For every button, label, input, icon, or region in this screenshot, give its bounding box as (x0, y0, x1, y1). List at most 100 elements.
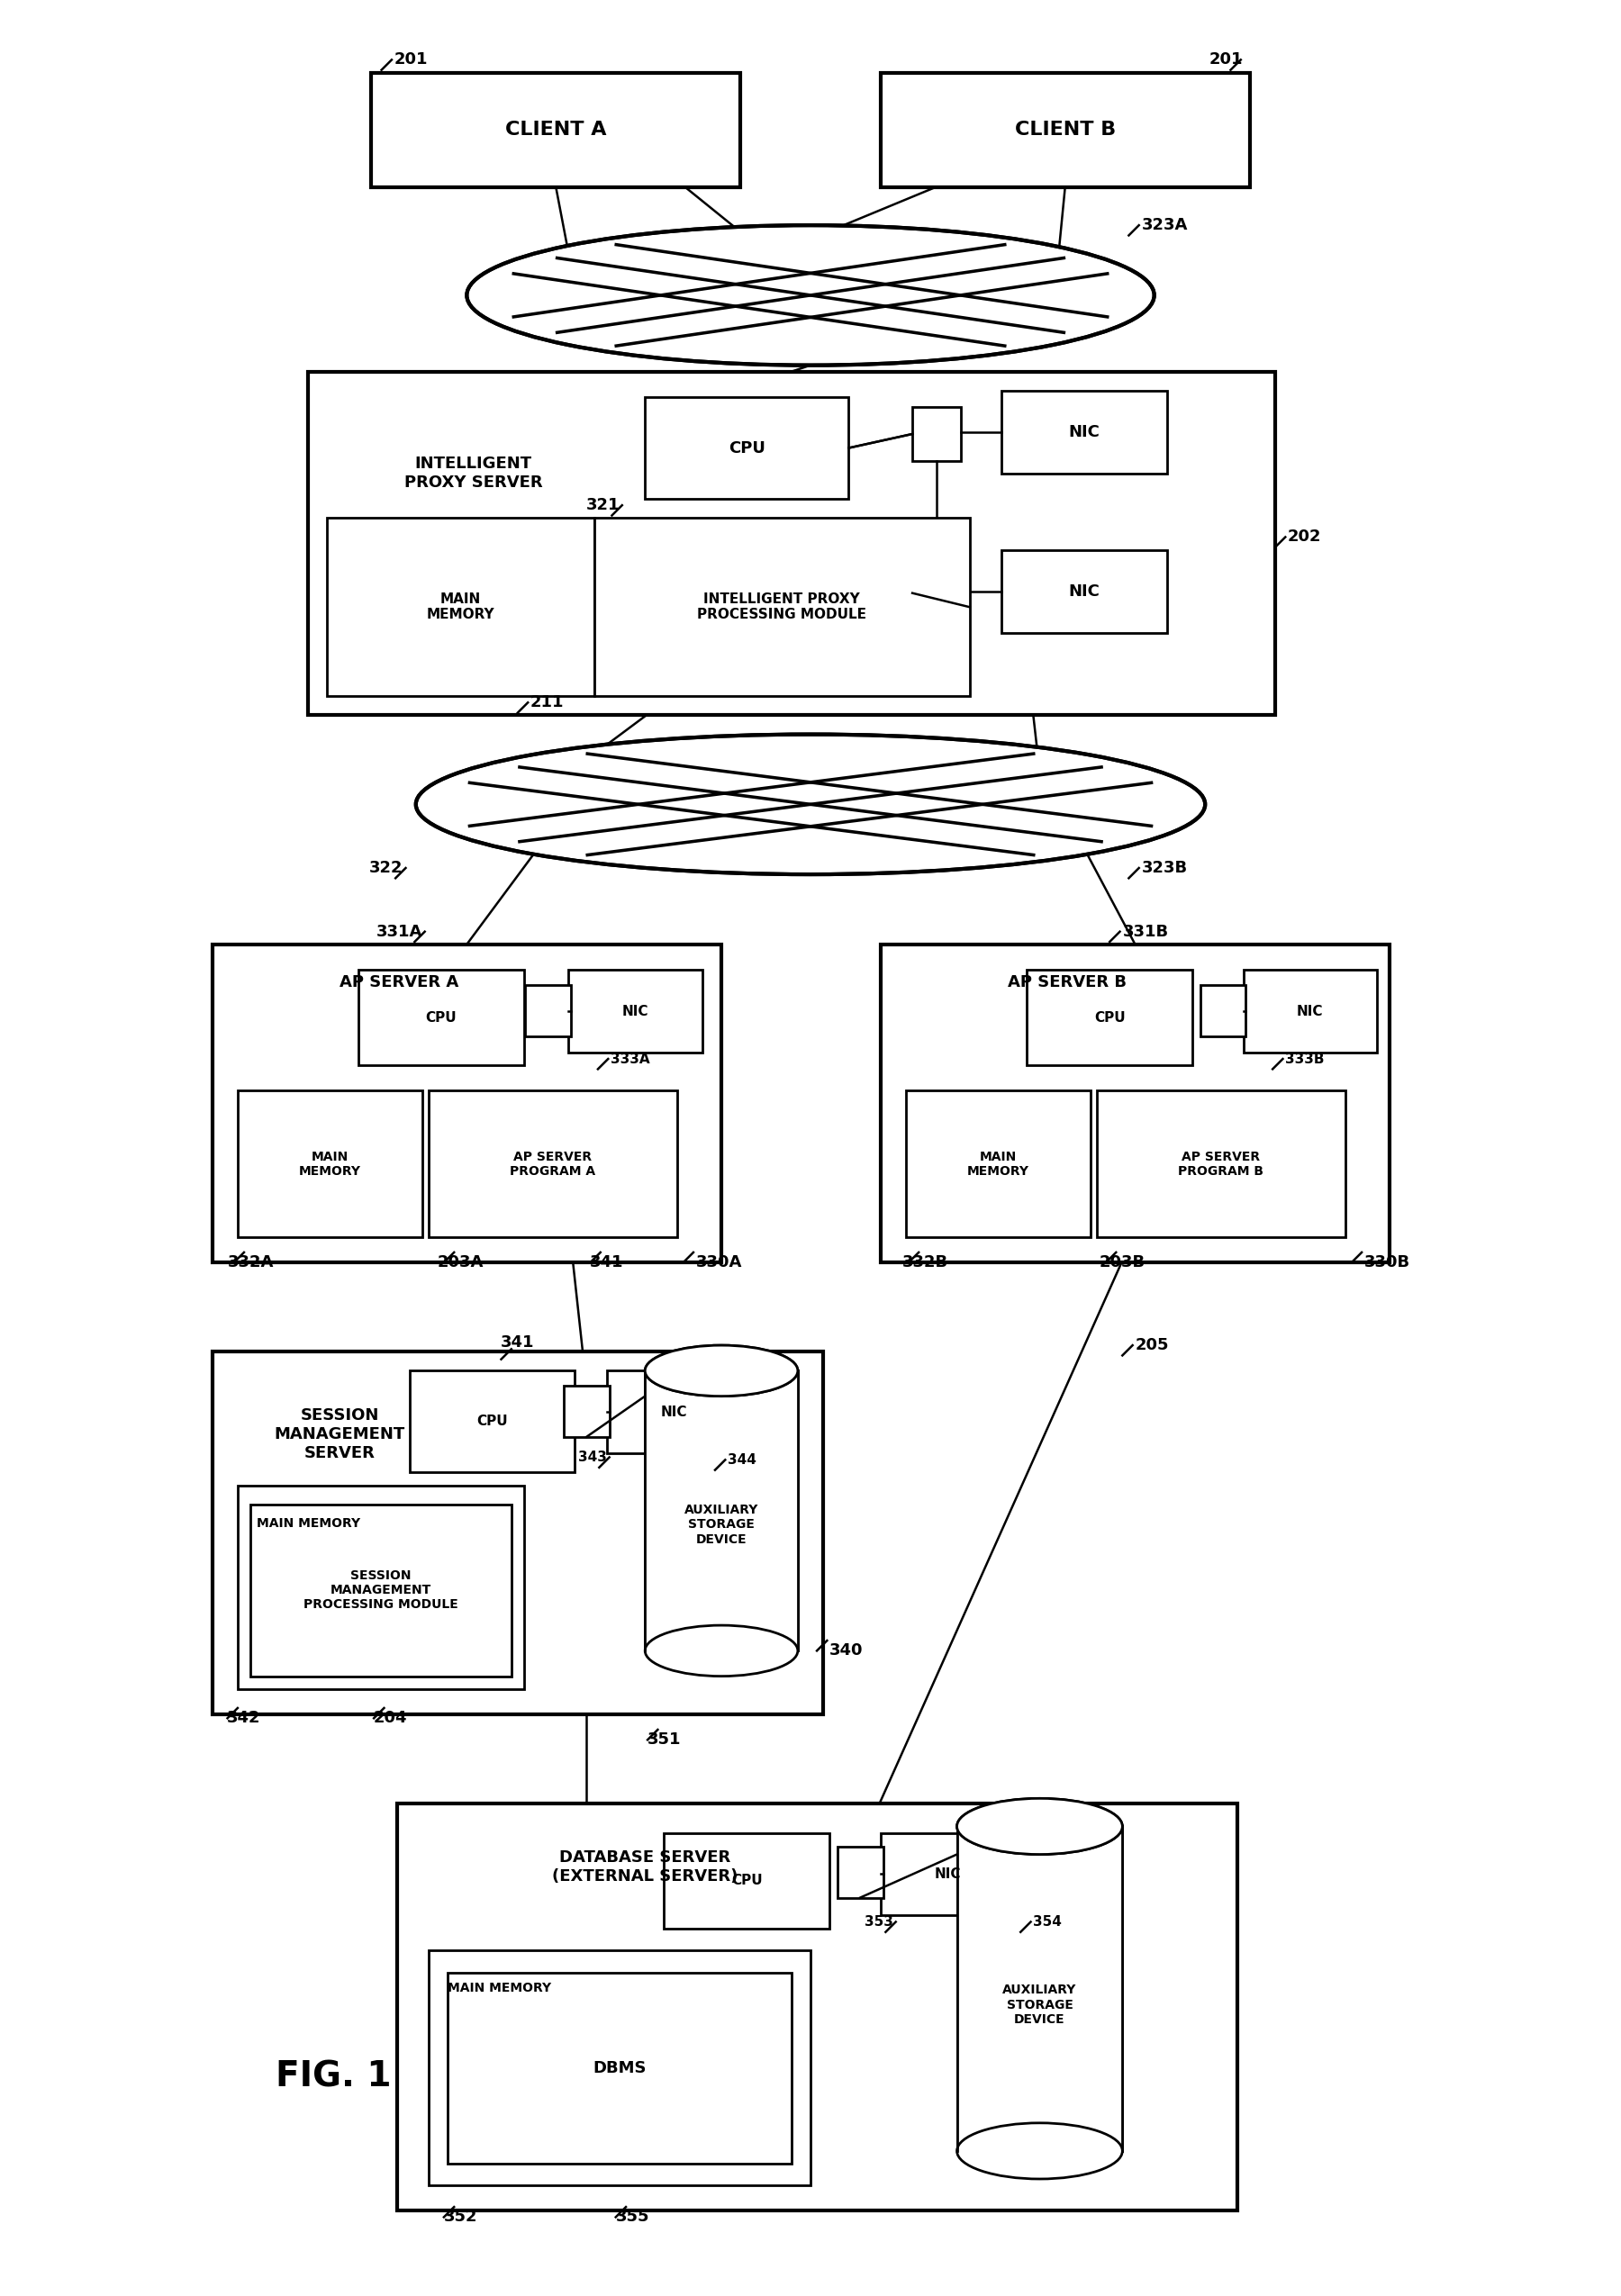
Text: 330B: 330B (1365, 1254, 1410, 1270)
Text: 201: 201 (1209, 53, 1243, 69)
Text: 202: 202 (1287, 528, 1321, 544)
Bar (327, 519, 593, 696)
Text: CPU: CPU (728, 441, 765, 457)
Text: 323A: 323A (1141, 218, 1188, 234)
Text: 332B: 332B (901, 1254, 948, 1270)
Ellipse shape (956, 2124, 1122, 2179)
Text: AUXILIARY
STORAGE
DEVICE: AUXILIARY STORAGE DEVICE (1002, 1984, 1076, 2025)
Text: MAIN
MEMORY: MAIN MEMORY (968, 1150, 1029, 1178)
Text: NIC: NIC (1297, 1003, 1323, 1017)
Bar (880, 944, 1389, 1263)
Text: 331B: 331B (1122, 923, 1169, 939)
Ellipse shape (645, 1626, 798, 1676)
Text: NIC: NIC (660, 1405, 687, 1419)
Text: AP SERVER
PROGRAM B: AP SERVER PROGRAM B (1178, 1150, 1264, 1178)
Text: FIG. 1: FIG. 1 (276, 2060, 392, 2094)
Bar (447, 1972, 791, 2163)
Text: CLIENT A: CLIENT A (506, 122, 606, 138)
Bar (1243, 969, 1376, 1052)
Text: 322: 322 (370, 861, 404, 877)
Text: 341: 341 (501, 1334, 535, 1350)
Text: 333A: 333A (611, 1052, 650, 1065)
Bar (1200, 985, 1247, 1035)
Text: 351: 351 (647, 1731, 681, 1747)
Bar (836, 1846, 883, 1899)
Bar (238, 1486, 524, 1690)
Bar (606, 1371, 741, 1453)
Text: CPU: CPU (1094, 1010, 1125, 1024)
Bar (212, 1352, 823, 1715)
Text: NIC: NIC (934, 1867, 961, 1880)
Text: SESSION
MANAGEMENT
SERVER: SESSION MANAGEMENT SERVER (274, 1407, 405, 1460)
Bar (308, 372, 1276, 716)
Bar (1002, 549, 1167, 631)
Bar (371, 73, 741, 186)
Bar (1002, 390, 1167, 473)
Text: 330A: 330A (695, 1254, 742, 1270)
Text: 354: 354 (1033, 1915, 1062, 1929)
Text: MAIN MEMORY: MAIN MEMORY (256, 1518, 360, 1529)
Ellipse shape (956, 1798, 1122, 1855)
Ellipse shape (417, 735, 1204, 875)
Bar (525, 985, 571, 1035)
Bar (358, 969, 524, 1065)
Ellipse shape (956, 1798, 1122, 1855)
Text: AP SERVER B: AP SERVER B (1008, 974, 1127, 990)
Bar (428, 1091, 678, 1238)
Text: AUXILIARY
STORAGE
DEVICE: AUXILIARY STORAGE DEVICE (684, 1504, 759, 1545)
Text: 341: 341 (590, 1254, 624, 1270)
Text: 321: 321 (585, 498, 619, 514)
Text: 353: 353 (864, 1915, 893, 1929)
Bar (880, 73, 1250, 186)
Text: INTELLIGENT
PROXY SERVER: INTELLIGENT PROXY SERVER (404, 457, 543, 491)
Text: MAIN
MEMORY: MAIN MEMORY (298, 1150, 361, 1178)
Bar (1028, 969, 1193, 1065)
Ellipse shape (645, 1345, 798, 1396)
Bar (665, 1832, 830, 1929)
Text: CLIENT B: CLIENT B (1015, 122, 1115, 138)
Text: 343: 343 (579, 1451, 606, 1465)
Text: AP SERVER A: AP SERVER A (339, 974, 459, 990)
Text: CPU: CPU (731, 1874, 762, 1887)
Text: 344: 344 (728, 1453, 757, 1467)
Bar (906, 1091, 1091, 1238)
Bar (1097, 1091, 1345, 1238)
Text: 204: 204 (373, 1711, 407, 1727)
Bar (397, 1802, 1237, 2211)
Text: DBMS: DBMS (593, 2060, 647, 2076)
Ellipse shape (467, 225, 1154, 365)
Text: 340: 340 (830, 1642, 864, 1658)
Text: 333B: 333B (1285, 1052, 1324, 1065)
Bar (913, 406, 961, 461)
Text: SESSION
MANAGEMENT
PROCESSING MODULE: SESSION MANAGEMENT PROCESSING MODULE (303, 1570, 459, 1612)
Bar (645, 397, 849, 498)
Bar (593, 519, 969, 696)
Text: INTELLIGENT PROXY
PROCESSING MODULE: INTELLIGENT PROXY PROCESSING MODULE (697, 592, 867, 622)
Bar (956, 1825, 1122, 2151)
Text: NIC: NIC (622, 1003, 648, 1017)
Bar (569, 969, 702, 1052)
Text: 331A: 331A (376, 923, 421, 939)
Text: 203A: 203A (438, 1254, 483, 1270)
Text: MAIN MEMORY: MAIN MEMORY (447, 1981, 551, 1995)
Bar (564, 1387, 609, 1437)
Text: NIC: NIC (1068, 583, 1101, 599)
Bar (645, 1371, 798, 1651)
Text: 201: 201 (394, 53, 428, 69)
Bar (428, 1949, 810, 2186)
Text: NIC: NIC (1068, 425, 1101, 441)
Text: CPU: CPU (426, 1010, 457, 1024)
Bar (410, 1371, 575, 1472)
Text: 332A: 332A (227, 1254, 274, 1270)
Text: 211: 211 (530, 693, 564, 712)
Text: 342: 342 (227, 1711, 261, 1727)
Bar (238, 1091, 421, 1238)
Bar (250, 1504, 511, 1676)
Text: CPU: CPU (477, 1414, 507, 1428)
Text: 323B: 323B (1141, 861, 1188, 877)
Text: MAIN
MEMORY: MAIN MEMORY (426, 592, 494, 622)
Text: 352: 352 (444, 2209, 477, 2225)
Text: 205: 205 (1135, 1336, 1169, 1352)
Text: AP SERVER
PROGRAM A: AP SERVER PROGRAM A (511, 1150, 595, 1178)
Text: 355: 355 (616, 2209, 648, 2225)
